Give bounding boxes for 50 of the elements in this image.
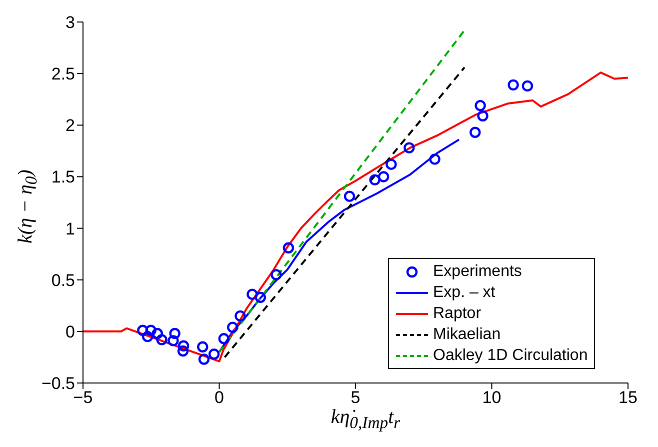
point [282, 242, 294, 254]
y-tick-label: 0.5 [51, 270, 75, 290]
point [177, 345, 189, 357]
point [178, 340, 190, 352]
point [234, 310, 246, 322]
legend-label: Mikaelian [433, 326, 501, 344]
point [508, 79, 519, 91]
point [344, 190, 356, 202]
y-tick-label: 2 [66, 116, 75, 136]
point [168, 335, 179, 346]
y-tick-label: 2.5 [51, 64, 75, 84]
point [477, 110, 488, 122]
legend-label: Raptor [433, 304, 482, 322]
point [429, 154, 440, 165]
x-tick-label: 15 [618, 388, 638, 408]
x-tick-label: 0 [214, 388, 224, 408]
y-tick-label: −0.5 [41, 374, 75, 394]
point [198, 354, 210, 365]
point [522, 80, 534, 92]
line-series [83, 72, 628, 362]
x-tick-label: 5 [350, 388, 360, 408]
y-tick-label: 1.5 [51, 168, 75, 187]
point [145, 324, 156, 336]
y-tick-label: 3 [66, 13, 75, 32]
point [378, 171, 390, 182]
y-tick-label: 1 [66, 219, 75, 238]
x-tick-label: 10 [482, 388, 502, 408]
point [208, 348, 220, 360]
point [156, 334, 168, 346]
legend-label: Oakley 1D Circulation [433, 346, 588, 364]
point [246, 288, 258, 300]
point [404, 142, 415, 154]
x-axis-title: kη̇$_{0,Imp}$t$_{r}$ [330, 406, 402, 433]
legend-label: Experiments [433, 262, 522, 280]
point [152, 328, 163, 340]
legend-label: Exp. – xt [433, 284, 496, 302]
point [227, 322, 238, 333]
point [218, 333, 230, 344]
point [270, 269, 282, 280]
point [474, 100, 486, 112]
x-tick-label: −5 [73, 388, 93, 408]
point [197, 341, 208, 352]
point [254, 292, 266, 303]
point [137, 324, 148, 336]
y-tick-label: 0 [66, 322, 75, 342]
point [169, 328, 180, 340]
point [369, 174, 380, 186]
point [470, 126, 481, 138]
point [142, 330, 154, 342]
point [386, 158, 397, 170]
